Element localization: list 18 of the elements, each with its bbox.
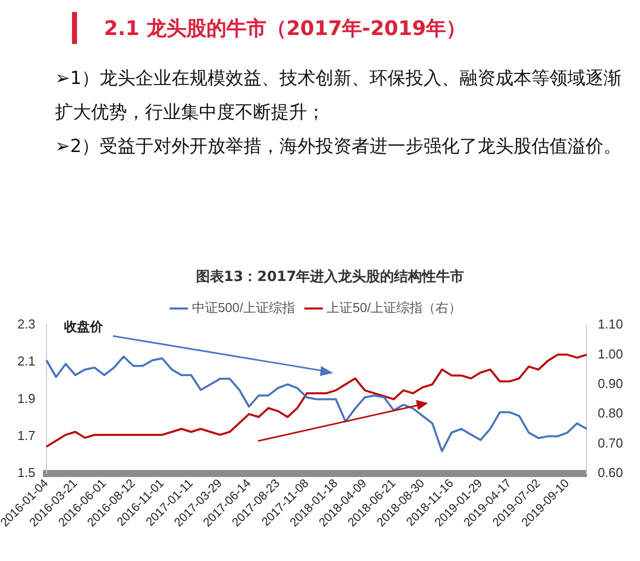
y2-tick-label: 0.70: [598, 435, 624, 450]
y-tick-label: 1.7: [17, 428, 36, 443]
y2-tick-label: 1.00: [598, 346, 624, 362]
y2-tick-label: 1.10: [598, 316, 624, 332]
text: ➢2）受益于对外开放举措，海外投资者进一步强化了龙头股估值溢价。: [55, 135, 623, 159]
y-tick-label: 2.3: [17, 316, 36, 332]
y2-tick-label: 0.80: [598, 406, 624, 421]
y2-tick-label: 0.90: [598, 376, 624, 391]
y-axis-title: 收盘价: [64, 319, 103, 336]
y2-tick-label: 0.60: [598, 464, 624, 480]
legend-label: 上证50/上证综指（右）: [326, 300, 462, 316]
chart-title: 图表13：2017年进入龙头股的结构性牛市: [194, 268, 466, 286]
y-tick-label: 2.1: [17, 354, 36, 369]
text: ➢1）龙头企业在规模效益、技术创新、环保投入、融资成本等领域逐渐扩大优势，行业集中度不断提升；: [55, 67, 623, 125]
legend-label: 中证500/上证综指: [192, 300, 296, 316]
y-tick-label: 1.5: [17, 464, 36, 480]
y-tick-label: 1.9: [17, 390, 36, 406]
text: 2.1 龙头股的牛市（2017年-2019年）: [104, 15, 466, 42]
